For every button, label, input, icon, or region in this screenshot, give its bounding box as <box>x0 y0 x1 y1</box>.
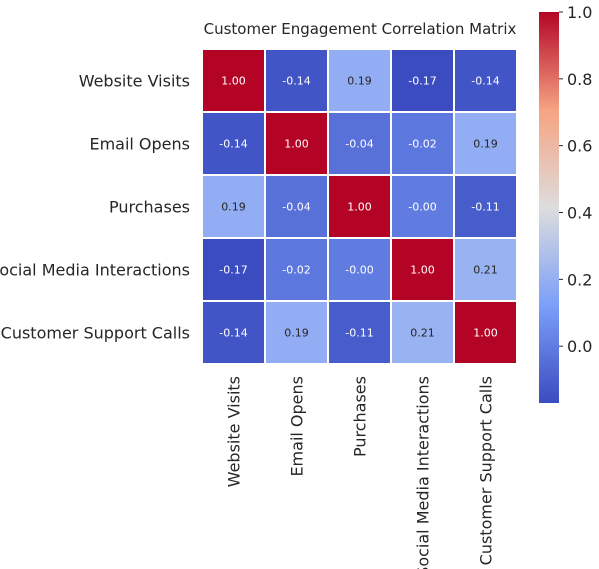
heatmap-value-label: 0.19 <box>284 327 309 340</box>
colorbar <box>539 12 559 403</box>
row-label: Website Visits <box>79 72 190 91</box>
heatmap-value-label: -0.17 <box>219 264 247 277</box>
column-label: Social Media Interactions <box>414 376 433 569</box>
heatmap-value-label: 0.19 <box>473 138 498 151</box>
heatmap-value-label: -0.11 <box>345 327 373 340</box>
colorbar-ticks: 0.0 0.2 0.4 0.6 0.8 1.0 <box>559 3 592 356</box>
heatmap-value-label: -0.11 <box>471 201 499 214</box>
column-label: Customer Support Calls <box>477 376 496 565</box>
column-labels: Website Visits Email Opens Purchases Social… <box>225 376 496 569</box>
heatmap-value-label: -0.02 <box>282 264 310 277</box>
row-labels: Website Visits Email Opens Purchases Social… <box>0 72 190 343</box>
heatmap-value-label: 1.00 <box>410 264 435 277</box>
heatmap-value-label: -0.14 <box>471 75 499 88</box>
row-label: Social Media Interactions <box>0 261 190 280</box>
row-label: Email Opens <box>89 135 190 154</box>
colorbar-tick-label: 0.0 <box>567 337 592 356</box>
colorbar-tick-label: 1.0 <box>567 3 592 22</box>
heatmap-value-label: 1.00 <box>221 75 246 88</box>
heatmap-value-label: 0.21 <box>473 264 498 277</box>
heatmap-value-label: -0.04 <box>282 201 310 214</box>
heatmap-value-label: 1.00 <box>347 201 372 214</box>
heatmap-value-label: -0.02 <box>408 138 436 151</box>
heatmap-value-label: -0.14 <box>219 138 247 151</box>
heatmap-value-label: 0.21 <box>410 327 435 340</box>
column-label: Email Opens <box>288 376 307 477</box>
heatmap-value-label: -0.00 <box>345 264 373 277</box>
column-label: Purchases <box>351 376 370 457</box>
chart-title: Customer Engagement Correlation Matrix <box>204 20 517 38</box>
heatmap-value-label: 1.00 <box>284 138 309 151</box>
colorbar-tick-label: 0.4 <box>567 204 592 223</box>
colorbar-tick-label: 0.6 <box>567 137 592 156</box>
heatmap-value-label: -0.14 <box>282 75 310 88</box>
heatmap-value-label: 0.19 <box>347 75 372 88</box>
column-label: Website Visits <box>225 376 244 487</box>
heatmap-value-label: 0.19 <box>221 201 246 214</box>
colorbar-tick-label: 0.8 <box>567 70 592 89</box>
heatmap-value-label: -0.04 <box>345 138 373 151</box>
colorbar-tick-label: 0.2 <box>567 270 592 289</box>
heatmap-value-label: -0.14 <box>219 327 247 340</box>
heatmap-value-label: 1.00 <box>473 327 498 340</box>
heatmap-value-label: -0.00 <box>408 201 436 214</box>
row-label: Purchases <box>109 198 190 217</box>
row-label: Customer Support Calls <box>1 324 190 343</box>
heatmap-value-label: -0.17 <box>408 75 436 88</box>
